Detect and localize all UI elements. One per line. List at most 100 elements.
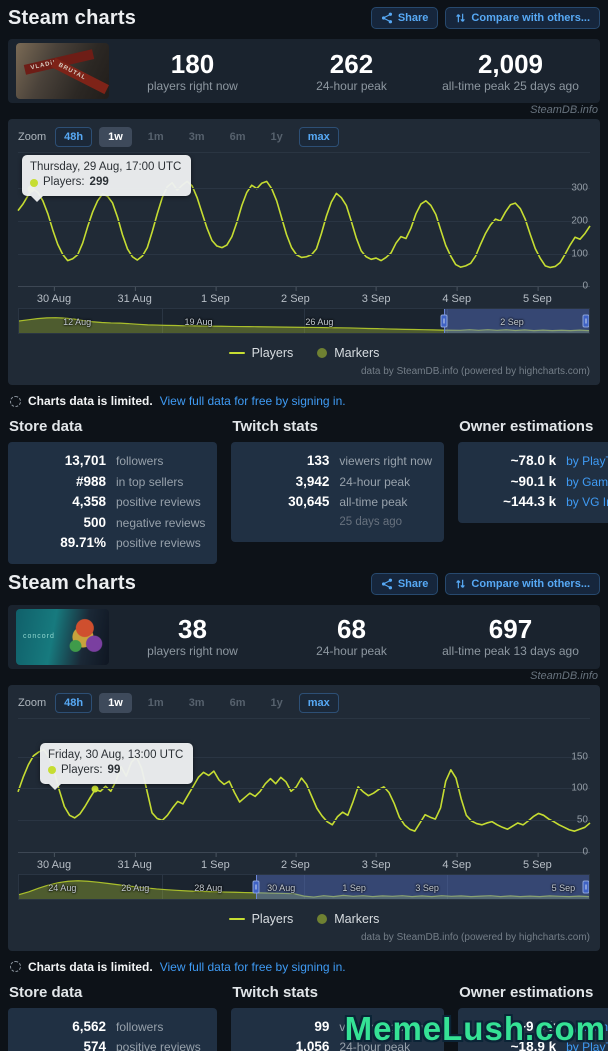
x-axis-tick: 2 Sep [281,852,310,871]
players-line-series[interactable] [18,735,590,852]
players-chart-plot[interactable]: Thursday, 29 Aug, 17:00 UTC Players: 299… [18,155,590,292]
page-title: Steam charts [8,572,137,594]
zoom-label: Zoom [18,131,47,143]
zoom-range-button[interactable]: 1m [139,127,173,147]
stat-label: players right now [147,644,238,658]
stat-row: 6,562 followers [72,1018,164,1034]
limited-data-notice: Charts data is limited. View full data f… [10,393,598,409]
zoom-range-button[interactable]: 1m [139,693,173,713]
sign-in-link[interactable]: View full data for free by signing in. [159,959,346,974]
zoom-range-button[interactable]: 1y [262,127,292,147]
zoom-range-button[interactable]: 1y [262,693,292,713]
navigator-left-handle[interactable] [440,314,448,328]
zoom-range-button[interactable]: max [298,692,339,713]
navigator-date-label: 12 Aug [63,317,92,327]
estimator-link[interactable]: by Gamalytic [566,1019,608,1034]
stat-value: 262 [329,48,374,79]
share-icon [381,578,393,590]
stat-row: 99 viewers right now [314,1018,433,1034]
stat-row: 133 viewers right now [306,453,433,468]
series-dot-icon [30,178,38,187]
x-axis-tick: 1 Sep [200,852,230,871]
compare-icon [455,12,466,24]
navigator-date-label: 26 Aug [121,882,150,893]
chart-navigator[interactable]: 12 Aug 19 Aug 26 Aug 2 Sep [18,308,590,334]
navigator-right-handle[interactable] [582,314,589,328]
steam-charts-section-1: Steam charts Share Compare with others..… [8,4,608,564]
x-axis-tick: 4 Sep [442,287,472,305]
stat-row: 1,056 24-hour peak [295,1039,411,1051]
stat-row: #988 in top sellers [75,473,184,489]
zoom-range-button[interactable]: 6m [221,127,255,147]
zoom-range-button[interactable]: 6m [221,693,255,713]
estimator-link[interactable]: by Gamalytic [566,474,608,489]
navigator-date-label: 24 Aug [48,882,77,893]
share-button[interactable]: Share [370,7,439,29]
x-axis-labels: 30 Aug 31 Aug 1 Sep 2 Sep 3 Sep 4 Sep 5 Sep [18,852,590,874]
store-data-title: Store data [9,418,83,435]
chart-navigator[interactable]: 24 Aug 26 Aug 28 Aug 30 Aug 1 Sep 3 Sep 5 Sep [18,873,590,900]
navigator-area-series[interactable] [19,875,589,899]
owner-estimations-column: Owner estimations ~9.5 k by Gamalytic ~1… [458,984,608,1051]
players-chart-plot[interactable]: Friday, 30 Aug, 13:00 UTC Players: 99 15… [18,735,590,857]
section-header: Steam charts Share Compare with others..… [8,570,600,598]
zoom-range-button[interactable]: 1w [99,692,132,713]
store-data-panel: 13,701 followers #988 in top sellers 4,3… [8,442,218,564]
x-axis-tick: 4 Sep [442,852,472,871]
navigator-date-label: 2 Sep [500,317,524,327]
estimator-link[interactable]: by PlayTracker [566,1040,608,1051]
share-button[interactable]: Share [370,572,439,595]
stat-value: 697 [488,614,533,644]
navigator-selection[interactable] [443,309,589,333]
x-axis-tick: 30 Aug [36,852,72,871]
stat-row: ~9.5 k by Gamalytic [470,1017,608,1038]
stat-label: all-time peak 13 days ago [442,644,579,658]
legend-players[interactable]: Players [228,912,293,926]
estimator-link[interactable]: by VG Insights [566,495,608,509]
summary-card: concord 38 players right now 68 24-hour … [8,604,600,669]
compare-button[interactable]: Compare with others... [445,572,600,595]
stats-columns: Store data 13,701 followers #988 in top … [8,418,608,564]
steamdb-watermark: SteamDB.info [530,104,598,116]
stat-row: ~144.3 k by VG Insights [470,492,608,513]
stat-label: 24-hour peak [316,644,387,658]
sign-in-link[interactable]: View full data for free by signing in. [159,394,346,408]
stat-value: 68 [337,614,366,644]
zoom-range-button[interactable]: max [298,127,339,147]
thumb-text: BRUTAL [50,57,109,95]
zoom-controls: Zoom 48h 1w 1m 3m 6m 1y max [18,692,590,719]
zoom-range-button[interactable]: 3m [180,127,214,147]
navigator-left-handle[interactable] [252,880,260,893]
legend-markers[interactable]: Markers [317,912,379,926]
chart-credit: data by SteamDB.info (powered by highcha… [361,931,590,943]
game-thumbnail: concord [16,608,109,665]
twitch-stats-column: Twitch stats 133 viewers right now 3,942… [231,418,445,564]
estimator-link[interactable]: by PlayTracker [566,454,608,468]
navigator-area-series[interactable] [19,309,589,333]
navigator-right-handle[interactable] [582,880,589,893]
store-data-title: Store data [9,983,83,1001]
zoom-range-button[interactable]: 48h [55,127,93,147]
zoom-range-button[interactable]: 3m [180,693,214,713]
legend-players[interactable]: Players [228,346,293,360]
game-thumbnail: VLADiK BRUTAL [16,43,109,99]
compare-button[interactable]: Compare with others... [445,7,600,29]
steam-charts-section-2: Steam charts Share Compare with others..… [8,570,608,1051]
stat-row: ~90.1 k by Gamalytic [470,472,608,493]
zoom-range-button[interactable]: 48h [55,692,93,713]
x-axis-tick: 5 Sep [523,287,552,305]
navigator-selection[interactable] [255,874,589,899]
compare-icon [455,578,466,590]
stat-value: 180 [170,48,215,79]
stat-row: ~18.9 k by PlayTracker [470,1037,608,1051]
summary-card: VLADiK BRUTAL 180 players right now 262 … [8,39,600,103]
x-axis-tick: 3 Sep [361,852,391,871]
stat-label: players right now [147,78,238,93]
navigator-date-label: 5 Sep [551,882,576,893]
players-line-series[interactable] [18,169,590,286]
legend-markers[interactable]: Markers [317,346,379,360]
tooltip-date: Friday, 30 Aug, 13:00 UTC [48,748,184,761]
hover-point-marker [91,785,99,793]
zoom-range-button[interactable]: 1w [99,127,132,147]
tooltip-value: 299 [89,176,109,188]
